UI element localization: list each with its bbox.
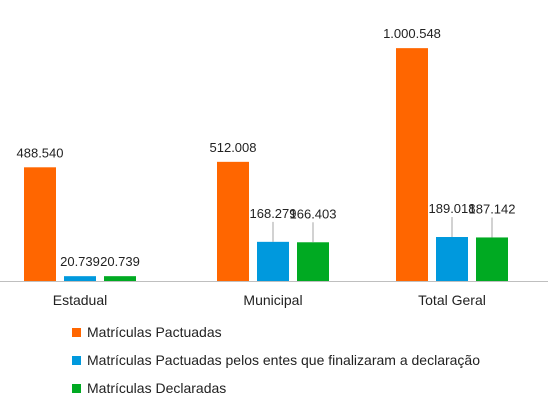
data-label-estadual-pactuadas: 488.540 <box>17 145 64 160</box>
legend-swatch-pactuadas <box>72 327 81 337</box>
legend-item-finalizaram: Matrículas Pactuadas pelos entes que fin… <box>72 346 480 374</box>
data-label-total-geral-finalizaram: 189.018 <box>429 201 476 216</box>
legend-swatch-finalizaram <box>72 355 81 365</box>
data-label-total-geral-declaradas: 187.142 <box>469 201 516 216</box>
category-label-estadual: Estadual <box>53 292 107 308</box>
bar-municipal-declaradas <box>297 242 329 281</box>
category-label-total-geral: Total Geral <box>418 292 486 308</box>
legend-label-finalizaram: Matrículas Pactuadas pelos entes que fin… <box>87 352 480 368</box>
legend-item-declaradas: Matrículas Declaradas <box>72 374 480 402</box>
bar-total-geral-finalizaram <box>436 237 468 281</box>
legend-label-pactuadas: Matrículas Pactuadas <box>87 324 222 340</box>
bar-estadual-pactuadas <box>24 167 56 281</box>
legend-label-declaradas: Matrículas Declaradas <box>87 380 227 396</box>
data-label-total-geral-pactuadas: 1.000.548 <box>383 26 441 41</box>
category-label-municipal: Municipal <box>243 292 302 308</box>
bar-municipal-finalizaram <box>257 241 289 281</box>
data-label-municipal-finalizaram: 168.279 <box>250 206 297 221</box>
data-label-estadual-finalizaram: 20.739 <box>60 254 100 269</box>
legend: Matrículas Pactuadas Matrículas Pactuada… <box>72 318 480 402</box>
data-label-municipal-pactuadas: 512.008 <box>210 140 257 155</box>
bar-estadual-declaradas <box>104 276 136 281</box>
legend-item-pactuadas: Matrículas Pactuadas <box>72 318 480 346</box>
bar-estadual-finalizaram <box>64 276 96 281</box>
data-label-estadual-declaradas: 20.739 <box>100 254 140 269</box>
legend-swatch-declaradas <box>72 383 81 393</box>
bar-total-geral-declaradas <box>476 237 508 281</box>
bar-municipal-pactuadas <box>217 161 249 281</box>
bar-total-geral-pactuadas <box>396 48 428 282</box>
bar-chart: 488.540 20.739 20.739 Estadual 512.008 168.27… <box>0 26 548 308</box>
data-label-municipal-declaradas: 166.403 <box>290 206 337 221</box>
